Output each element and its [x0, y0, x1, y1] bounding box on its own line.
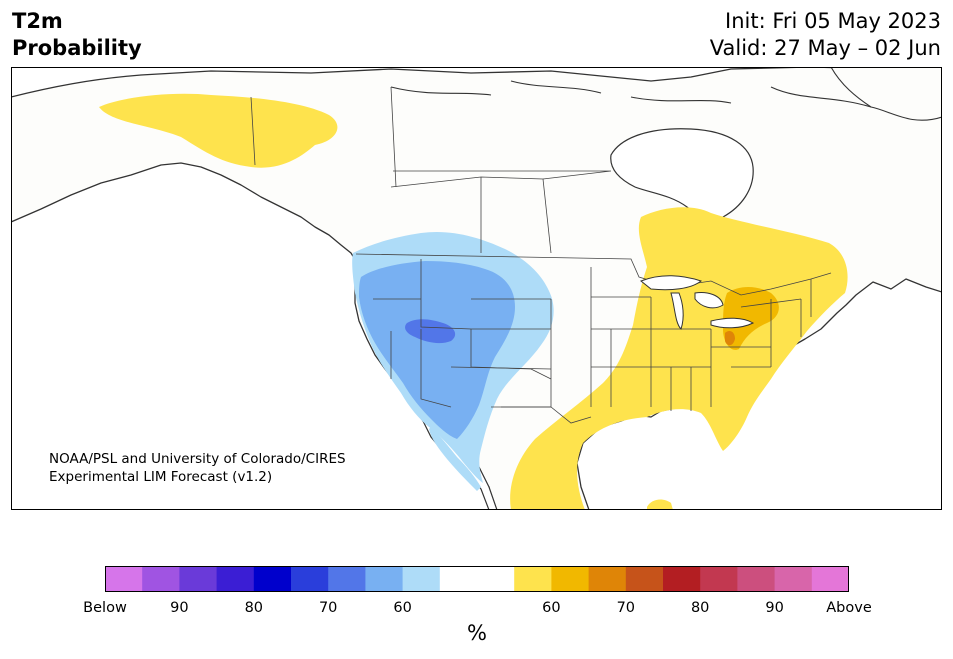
above-normal-region-mexico [647, 499, 673, 510]
colorbar-swatch [737, 566, 776, 592]
colorbar-tick-label: Above [826, 600, 872, 616]
colorbar-swatch [142, 566, 180, 592]
colorbar-tick-label: 90 [170, 600, 189, 616]
greenland [830, 67, 942, 121]
colorbar-swatch [253, 566, 292, 592]
colorbar-swatch [365, 566, 404, 592]
arctic-channels [390, 80, 872, 108]
colorbar-swatch [402, 566, 441, 592]
map-frame [11, 67, 942, 510]
colorbar-swatch [328, 566, 366, 592]
colorbar-tick-label: 70 [318, 600, 338, 616]
below-70-region-west [359, 261, 515, 439]
baja-below-60 [429, 427, 481, 491]
above-normal-region-west-canada [99, 93, 338, 168]
colorbar-swatch [179, 566, 218, 592]
below-80-region-idaho [405, 319, 456, 344]
colorbar-tick-label: 60 [393, 600, 412, 616]
colorbar-swatch [700, 566, 738, 592]
credit-block: NOAA/PSL and University of Colorado/CIRE… [49, 450, 346, 486]
init-date: Init: Fri 05 May 2023 [725, 9, 941, 33]
colorbar [105, 566, 849, 592]
colorbar-tick-label: 80 [244, 600, 264, 616]
valid-range: Valid: 27 May – 02 Jun [709, 36, 941, 60]
colorbar-swatch [216, 566, 255, 592]
date-block: Init: Fri 05 May 2023 Valid: 27 May – 02… [710, 8, 941, 62]
political-borders [250, 86, 832, 424]
colorbar-tick-label: 90 [765, 600, 784, 616]
colorbar-swatch [663, 566, 701, 592]
colorbar-swatch [588, 566, 627, 592]
hudson-bay [610, 128, 754, 220]
kind-title: Probability [12, 36, 142, 60]
colorbar-swatch [551, 566, 590, 592]
colorbar-swatch [625, 566, 664, 592]
great-lakes [640, 275, 755, 330]
colorbar-tick-label: 70 [616, 600, 636, 616]
colorbar-tick-label: 60 [542, 600, 561, 616]
colorbar-swatch [811, 566, 849, 592]
credit-line-1: NOAA/PSL and University of Colorado/CIRE… [49, 451, 346, 467]
title-block: T2m Probability [12, 8, 142, 62]
colorbar-swatch [439, 566, 478, 592]
colorbar-swatch [105, 566, 143, 592]
above-normal-region-east [510, 207, 848, 510]
credit-line-2: Experimental LIM Forecast (v1.2) [49, 469, 273, 485]
colorbar-tick-label: Below [83, 600, 127, 616]
colorbar-swatch [774, 566, 813, 592]
colorbar-swatch [514, 566, 552, 592]
colorbar-frame [105, 566, 849, 592]
colorbar-swatch [477, 566, 515, 592]
colorbar-swatch [291, 566, 329, 592]
units-label: % [467, 621, 487, 645]
forecast-map [11, 67, 942, 510]
colorbar-tick-label: 80 [690, 600, 710, 616]
variable-title: T2m [12, 9, 63, 33]
above-70-region-ohio-inner [725, 331, 735, 346]
above-70-region-ohio [723, 287, 779, 350]
